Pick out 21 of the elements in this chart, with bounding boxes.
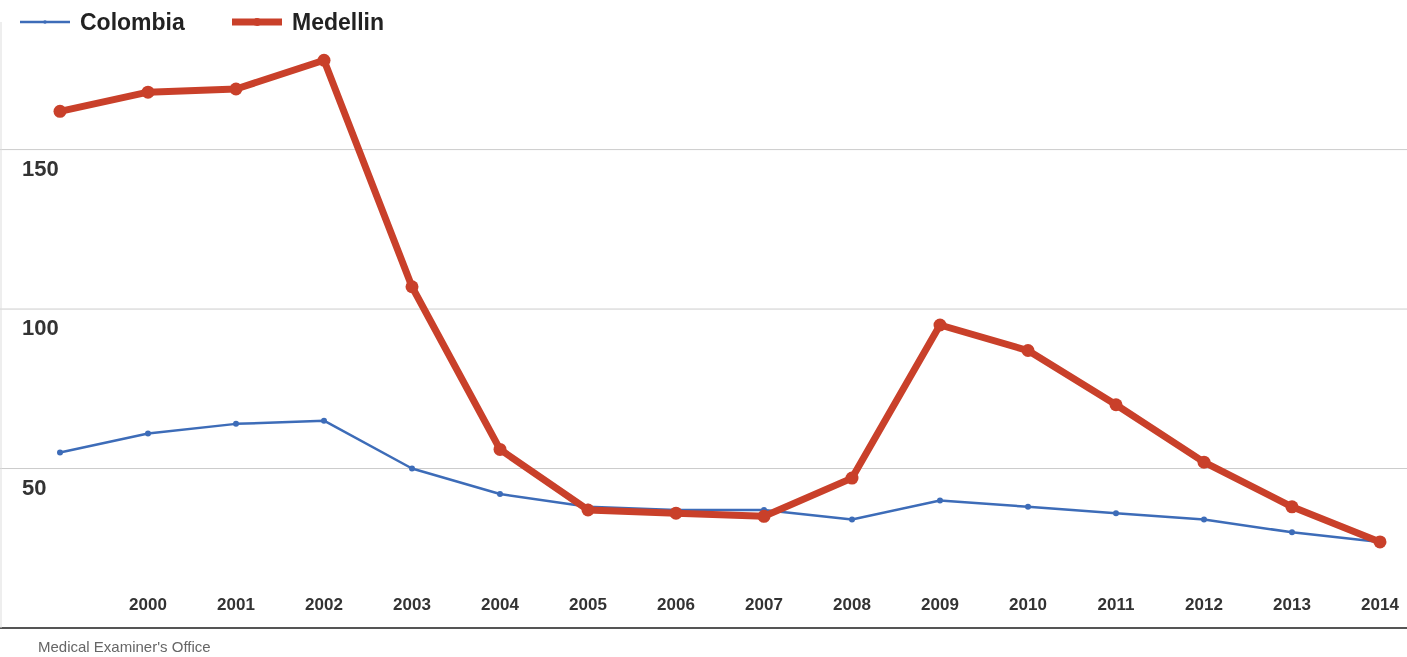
y-tick-label: 150 xyxy=(22,155,59,181)
x-tick-label: 2012 xyxy=(1185,595,1223,614)
y-tick-label: 50 xyxy=(22,474,47,500)
x-tick-label: 2010 xyxy=(1009,595,1047,614)
x-tick-label: 2014 xyxy=(1361,595,1400,614)
x-tick-label: 2001 xyxy=(217,595,255,614)
x-tick-label: 2011 xyxy=(1097,595,1135,614)
x-tick-label: 2007 xyxy=(745,595,783,614)
x-tick-label: 2003 xyxy=(393,595,431,614)
x-tick-label: 2013 xyxy=(1273,595,1311,614)
y-tick-label: 100 xyxy=(22,315,59,341)
x-tick-label: 2009 xyxy=(921,595,959,614)
x-tick-label: 2005 xyxy=(569,595,607,614)
legend-label: Colombia xyxy=(80,9,185,35)
x-tick-label: 2004 xyxy=(481,595,520,614)
text: Medical Examiner's Office xyxy=(38,638,211,655)
x-tick-label: 2008 xyxy=(833,595,871,614)
legend-label: Medellin xyxy=(292,9,385,35)
x-tick-label: 2006 xyxy=(657,595,695,614)
x-tick-label: 2000 xyxy=(129,595,167,614)
x-tick-label: 2002 xyxy=(305,595,343,614)
